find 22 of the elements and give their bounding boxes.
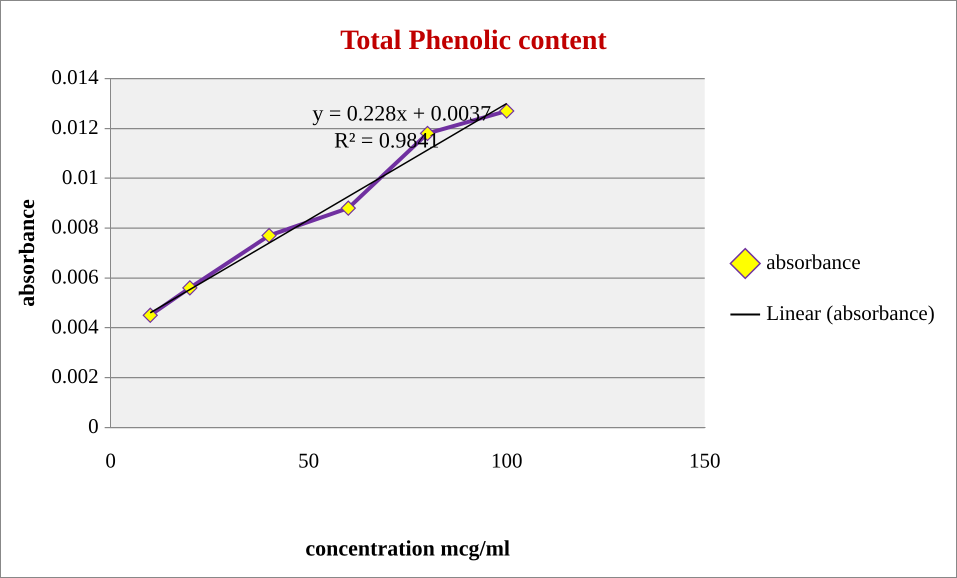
x-tick-label: 150 [689, 448, 720, 473]
y-tick-label: 0.01 [62, 164, 99, 189]
y-tick-label: 0.002 [51, 364, 99, 388]
y-tick-label: 0.008 [51, 214, 99, 239]
y-tick-label: 0.006 [51, 264, 99, 288]
point [261, 228, 277, 244]
annotation: y = 0.228x + 0.0037 [312, 100, 492, 126]
x-tick-label: 50 [298, 448, 320, 473]
y-axis-title: absorbance [14, 198, 39, 307]
x-axis-title: concentration mcg/ml [305, 535, 510, 560]
point [142, 308, 158, 323]
y-tick-label: 0 [88, 414, 99, 438]
y-tick-label: 0.012 [51, 114, 99, 139]
y-tick-label: 0.014 [51, 65, 100, 90]
y-tick-label: 0.004 [51, 314, 100, 338]
x-tick-label: 0 [105, 448, 116, 473]
x-tick-label: 100 [490, 448, 522, 473]
legend-label: Linear (absorbance) [766, 301, 935, 326]
point [340, 200, 356, 216]
point [499, 103, 514, 119]
chart-title: Total Phenolic content [340, 25, 608, 56]
legend-label: absorbance [766, 250, 861, 274]
